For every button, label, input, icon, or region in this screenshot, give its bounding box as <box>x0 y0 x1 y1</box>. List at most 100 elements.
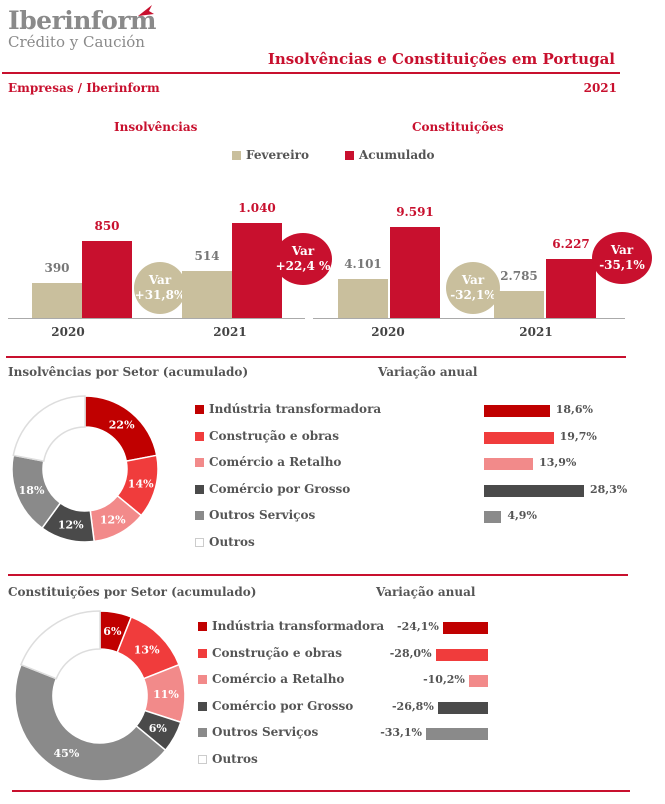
constituicoes-setor-slice-5 <box>14 663 167 782</box>
insolvencias-setor-legend-swatch <box>195 458 204 468</box>
constituicoes-axis <box>313 318 625 319</box>
insolvencias-variation-value: +31,8% <box>134 288 186 302</box>
constituicoes-setor-variation-bar <box>437 701 488 714</box>
constituicoes-setor-legend-label: Comércio por Grosso <box>212 698 354 713</box>
constituicoes-variation-badge: Var -32,1% <box>446 262 500 314</box>
insolvencias-setor-variation-value: 13,9% <box>539 456 577 470</box>
constituicoes-setor-variation-value: -28,0% <box>389 646 432 660</box>
constituicoes-setor-variation-value: -33,1% <box>380 726 422 740</box>
insolvencias-axis <box>8 318 305 319</box>
constituicoes-setor-legend-item: Outros Serviços <box>198 725 318 739</box>
page-year: 2021 <box>583 81 617 95</box>
insolvencias-setor-title: Insolvências por Setor (acumulado) <box>8 365 249 379</box>
insolvencias-bar-fevereiro-2021 <box>182 271 232 318</box>
insolvencias-year-label: 2021 <box>213 325 247 339</box>
insolvencias-bar-fevereiro-2020 <box>32 282 82 318</box>
legend-acumulado-label: Acumulado <box>359 148 435 162</box>
constituicoes-year-label: 2020 <box>371 325 405 339</box>
constituicoes-bar-fevereiro-2021 <box>494 291 544 318</box>
legend-fevereiro-label: Fevereiro <box>246 148 309 162</box>
insolvencias-setor-legend-swatch <box>195 511 204 521</box>
insolvencias-setor-variation-bar <box>484 458 534 471</box>
insolvencias-value-label: 390 <box>44 260 70 275</box>
constituicoes-setor-slice-label: 11% <box>153 688 179 701</box>
constituicoes-variation-label: Var <box>461 273 485 287</box>
header-divider <box>2 72 620 74</box>
logo-mark-icon <box>138 5 154 16</box>
constituicoes-setor-legend-swatch <box>198 701 207 711</box>
insolvencias-setor-variation-bar <box>484 511 502 524</box>
insolvencias-setor-slice-label: 12% <box>58 519 84 532</box>
insolvencias-setor-legend-label: Outros <box>209 535 255 549</box>
insolvencias-variation-label: Var <box>148 273 172 287</box>
constituicoes-setor-variation-value: -26,8% <box>391 699 434 713</box>
insolvencias-setor-slice-label: 14% <box>128 477 154 490</box>
insolvencias-setor-slice-label: 22% <box>109 419 135 432</box>
constituicoes-setor-title: Constituições por Setor (acumulado) <box>8 585 257 599</box>
insolvencias-setor-legend-item: Outros Serviços <box>195 508 315 522</box>
insolvencias-setor-legend-label: Comércio a Retalho <box>209 455 342 470</box>
constituicoes-setor-variation-bar <box>468 675 488 688</box>
constituicoes-setor-slice-label: 6% <box>149 722 168 735</box>
legend-fevereiro: Fevereiro <box>232 148 309 162</box>
section-divider-2 <box>8 574 628 576</box>
constituicoes-setor-legend-swatch <box>198 675 207 685</box>
insolvencias-variacao-title: Variação anual <box>378 365 478 379</box>
footer-divider <box>12 790 630 792</box>
constituicoes-setor-slice-label: 45% <box>54 747 80 760</box>
constituicoes-setor-slice-label: 13% <box>134 643 160 656</box>
insolvencias-bar-acumulado-2021 <box>232 223 282 318</box>
insolvencias-setor-legend-item: Construção e obras <box>195 429 339 443</box>
legend-fevereiro-swatch <box>232 151 241 160</box>
constituicoes-setor-legend-item: Indústria transformadora <box>198 619 384 633</box>
insolvencias-setor-legend-label: Construção e obras <box>209 428 339 443</box>
insolvencias-setor-variation-bar <box>484 431 554 444</box>
constituicoes-variacao-title: Variação anual <box>376 585 476 599</box>
constituicoes-setor-legend-item: Construção e obras <box>198 646 342 660</box>
insolvencias-variation-badge: Var +22,4 % <box>274 233 332 285</box>
constituicoes-setor-variation-value: -10,2% <box>423 673 465 687</box>
insolvencias-setor-variation-value: 4,9% <box>507 509 537 523</box>
insolvencias-value-label: 1.040 <box>238 201 276 216</box>
constituicoes-setor-legend-label: Outros <box>212 752 258 766</box>
legend-acumulado: Acumulado <box>345 148 435 162</box>
constituicoes-setor-legend-swatch <box>198 728 207 738</box>
constituicoes-setor-legend-label: Construção e obras <box>212 645 342 660</box>
constituicoes-setor-variation-bar <box>435 648 488 661</box>
insolvencias-value-label: 514 <box>194 249 220 264</box>
constituicoes-bar-fevereiro-2020 <box>338 278 388 318</box>
insolvencias-bar-acumulado-2020 <box>82 240 132 318</box>
constituicoes-setor-legend-label: Comércio a Retalho <box>212 672 345 687</box>
insolvencias-title: Insolvências <box>114 120 198 134</box>
constituicoes-value-label: 4.101 <box>344 256 382 271</box>
section-divider-1 <box>6 356 626 358</box>
constituicoes-setor-variation-bar <box>442 622 488 634</box>
insolvencias-setor-legend-swatch <box>195 484 204 494</box>
insolvencias-setor-variation-value: 18,6% <box>555 403 593 416</box>
constituicoes-bar-acumulado-2021 <box>546 258 596 318</box>
insolvencias-value-label: 850 <box>94 218 120 233</box>
constituicoes-setor-legend-label: Indústria transformadora <box>212 619 385 633</box>
constituicoes-year-label: 2021 <box>519 325 553 339</box>
insolvencias-year-label: 2020 <box>51 325 85 339</box>
page-subtitle: Empresas / Iberinform <box>8 81 160 95</box>
constituicoes-setor-legend-swatch <box>198 622 207 631</box>
insolvencias-setor-legend-swatch <box>195 538 204 547</box>
insolvencias-setor-legend-swatch <box>195 405 204 414</box>
insolvencias-setor-legend-label: Comércio por Grosso <box>209 481 351 496</box>
insolvencias-setor-slice-label: 12% <box>100 513 126 526</box>
insolvencias-variation-badge: Var +31,8% <box>134 262 186 314</box>
logo-name: Iberinform <box>8 6 156 35</box>
logo-subtitle: Crédito y Caución <box>8 33 145 51</box>
constituicoes-setor-legend-item: Comércio por Grosso <box>198 699 353 713</box>
constituicoes-setor-slice-label: 6% <box>103 625 122 638</box>
constituicoes-setor-legend-label: Outros Serviços <box>212 725 319 740</box>
insolvencias-setor-variation-value: 19,7% <box>559 429 597 443</box>
insolvencias-setor-legend-label: Outros Serviços <box>209 508 316 523</box>
constituicoes-value-label: 2.785 <box>500 269 538 284</box>
insolvencias-setor-variation-bar <box>484 484 584 497</box>
legend-acumulado-swatch <box>345 151 354 160</box>
constituicoes-setor-variation-value: -24,1% <box>397 620 439 633</box>
